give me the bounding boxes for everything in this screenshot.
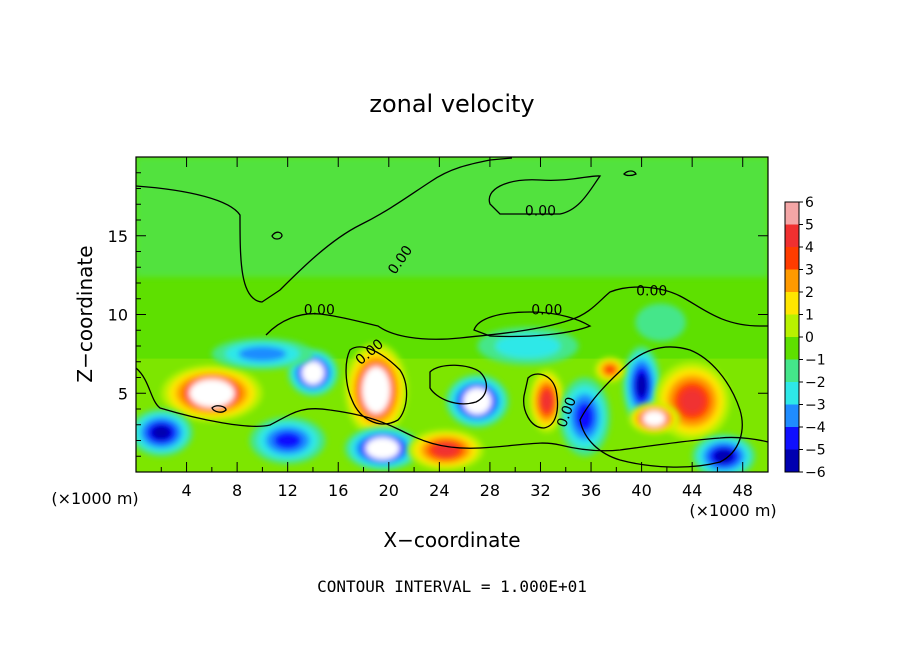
x-tick-label: 48 bbox=[733, 481, 753, 500]
x-tick-label: 12 bbox=[278, 481, 298, 500]
colorbar-swatch bbox=[785, 269, 799, 292]
heatmap-core bbox=[189, 379, 235, 408]
heatmap-core bbox=[365, 437, 400, 460]
contour-line bbox=[136, 157, 513, 303]
colorbar-tick-label: −1 bbox=[805, 353, 826, 369]
colorbar: 6 5 4 3 2 1 0 −1 −2 −3 −4 −5 −6 bbox=[784, 195, 826, 481]
x-tick-label: 16 bbox=[328, 481, 348, 500]
contour-label: 0.00 bbox=[525, 203, 556, 219]
x-tick-label: 8 bbox=[232, 481, 242, 500]
heatmap-blob bbox=[249, 416, 326, 465]
colorbar-swatch bbox=[785, 314, 799, 337]
contour-interval-note: CONTOUR INTERVAL = 1.000E+01 bbox=[317, 577, 587, 596]
y-tick-label: 10 bbox=[108, 306, 128, 325]
colorbar-swatch bbox=[785, 449, 799, 472]
contour-lines bbox=[136, 157, 768, 468]
colorbar-tick-label: −2 bbox=[805, 375, 826, 391]
x-tick-label: 4 bbox=[181, 481, 191, 500]
heatmap-blob bbox=[635, 303, 686, 342]
heatmap-blob bbox=[136, 409, 193, 457]
x-tick-label: 44 bbox=[682, 481, 702, 500]
y-axis-ticks: 5 10 15 bbox=[108, 172, 768, 457]
heatmap-level bbox=[273, 431, 302, 450]
y-tick-label: 15 bbox=[108, 227, 128, 246]
contour-line bbox=[429, 364, 487, 405]
contour-line bbox=[473, 311, 592, 338]
x-axis-label: X−coordinate bbox=[383, 528, 520, 552]
contour-line bbox=[211, 405, 227, 413]
y-axis-label: Z−coordinate bbox=[73, 245, 97, 382]
heatmap-level bbox=[713, 449, 734, 464]
x-tick-label: 40 bbox=[631, 481, 651, 500]
field-upper-band bbox=[136, 157, 768, 277]
colorbar-tick-label: 1 bbox=[805, 308, 814, 324]
x-unit-right: (×1000 m) bbox=[689, 501, 776, 520]
colorbar-swatch bbox=[785, 427, 799, 450]
heatmap-blob bbox=[211, 338, 313, 370]
colorbar-tick-label: −5 bbox=[805, 443, 826, 459]
colorbar-tick-label: −3 bbox=[805, 398, 826, 414]
y-tick-label: 5 bbox=[118, 384, 128, 403]
colorbar-swatch bbox=[785, 202, 799, 225]
heatmap-blob bbox=[287, 349, 339, 397]
heatmap-level bbox=[604, 364, 616, 375]
heatmap-core bbox=[642, 410, 666, 427]
colorbar-swatch bbox=[785, 292, 799, 315]
contour-line bbox=[488, 175, 602, 215]
x-tick-label: 36 bbox=[581, 481, 601, 500]
heatmap-level bbox=[680, 388, 704, 414]
x-tick-label: 28 bbox=[480, 481, 500, 500]
colorbar-tick-label: −6 bbox=[805, 465, 826, 481]
heatmap-level bbox=[433, 443, 458, 457]
contour-line bbox=[523, 373, 559, 429]
colorbar-tick-label: 5 bbox=[805, 218, 814, 234]
colorbar-tick-label: 2 bbox=[805, 285, 814, 301]
heatmap-core bbox=[361, 366, 391, 414]
x-unit-left: (×1000 m) bbox=[51, 489, 138, 508]
colorbar-tick-label: 4 bbox=[805, 240, 814, 256]
x-tick-label: 32 bbox=[530, 481, 550, 500]
colorbar-swatch bbox=[785, 382, 799, 405]
heatmap-level bbox=[635, 373, 648, 398]
heatmap-blob bbox=[161, 364, 263, 422]
colorbar-swatch bbox=[785, 337, 799, 360]
heatmap-level bbox=[541, 391, 553, 411]
x-tick-label: 24 bbox=[429, 481, 449, 500]
heatmap-blob bbox=[559, 377, 610, 457]
x-axis-ticks: 4 8 12 16 20 24 28 32 36 40 44 48 bbox=[160, 157, 753, 500]
colorbar-tick-label: 0 bbox=[805, 330, 814, 346]
heatmap-blob bbox=[594, 357, 626, 383]
heatmap-level bbox=[238, 346, 287, 362]
colorbar-swatch bbox=[785, 359, 799, 382]
colorbar-swatch bbox=[785, 404, 799, 427]
chart-title: zonal velocity bbox=[369, 90, 534, 118]
heatmap-core bbox=[301, 360, 325, 385]
contour-line bbox=[271, 231, 283, 240]
contour-line bbox=[265, 286, 768, 340]
contour-label: 0.00 bbox=[636, 284, 667, 300]
contour-line bbox=[136, 367, 768, 452]
heatmap-field bbox=[136, 157, 768, 472]
heatmap-blob bbox=[628, 402, 680, 435]
heatmap-blob bbox=[344, 426, 421, 471]
contour-label: 0.00 bbox=[304, 303, 335, 319]
colorbar-swatch bbox=[785, 224, 799, 247]
heatmap-level bbox=[575, 402, 595, 432]
colorbar-tick-label: 6 bbox=[805, 195, 814, 211]
heatmap-level bbox=[151, 425, 172, 440]
contour-line bbox=[623, 170, 637, 177]
heatmap-level bbox=[495, 333, 561, 359]
colorbar-swatch bbox=[785, 247, 799, 270]
heatmap-blob bbox=[407, 429, 484, 471]
contour-label: 0.00 bbox=[531, 303, 562, 319]
heatmap-level bbox=[635, 303, 686, 342]
colorbar-tick-label: −4 bbox=[805, 420, 826, 436]
contour-line bbox=[345, 346, 408, 425]
contour-line bbox=[579, 346, 743, 468]
colorbar-tick-label: 3 bbox=[805, 263, 814, 279]
x-tick-label: 20 bbox=[379, 481, 399, 500]
